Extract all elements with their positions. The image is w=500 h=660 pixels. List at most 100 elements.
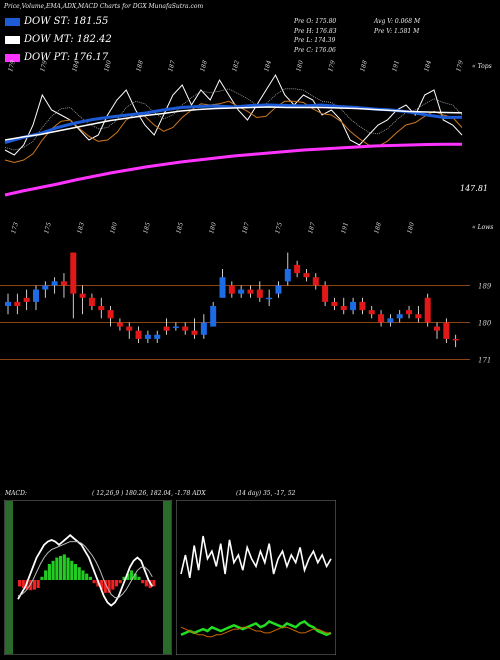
- legend-swatch-pt: [5, 54, 20, 62]
- candle-body: [256, 289, 263, 298]
- legend-item-pt: DOW PT: 176.17: [5, 52, 112, 64]
- macd-histogram-bar: [51, 560, 55, 580]
- candle-body: [200, 322, 207, 335]
- candle-body: [434, 326, 441, 331]
- tops-tick-label: 188: [135, 59, 145, 72]
- lows-tick-label: 180: [406, 221, 416, 234]
- lows-tick-label: 191: [340, 222, 350, 235]
- macd-histogram-bar: [114, 580, 119, 587]
- macd-right-strip: [163, 501, 171, 654]
- macd-histogram-bar: [126, 573, 130, 580]
- macd-histogram-bar: [118, 580, 122, 584]
- macd-line-signal: [17, 541, 153, 599]
- macd-histogram-bar: [144, 580, 148, 587]
- candle-body: [60, 281, 67, 286]
- candle-body: [163, 326, 170, 331]
- tops-tick-label: 184: [71, 59, 81, 72]
- macd-histogram-bar: [70, 560, 74, 580]
- candle-body: [359, 301, 366, 311]
- ema-line-dow-mt: [4, 106, 463, 141]
- lows-tick-label: 180: [109, 221, 119, 234]
- candle-body: [275, 285, 282, 294]
- macd-left-strip: [5, 501, 13, 654]
- candle-body: [452, 338, 459, 341]
- macd-histogram-bar: [88, 576, 92, 580]
- macd-histogram-bar: [29, 580, 33, 591]
- candle-body: [312, 277, 319, 286]
- macd-histogram-bar: [152, 580, 156, 587]
- lows-tick-label: 175: [43, 221, 53, 234]
- candle-body: [294, 264, 301, 274]
- stat-high: Pre H: 176.83: [294, 27, 337, 35]
- candle-body: [219, 277, 226, 298]
- adx-line-di: [180, 535, 332, 578]
- macd-histogram-bar: [129, 570, 134, 580]
- candle-body: [266, 297, 273, 300]
- candle-body: [340, 306, 347, 311]
- candle-body: [88, 297, 95, 306]
- candle-body: [182, 326, 189, 331]
- candle-body: [5, 301, 11, 306]
- macd-histogram-bar: [77, 567, 81, 580]
- macd-histogram-bar: [32, 580, 37, 590]
- macd-line-macd: [17, 534, 154, 607]
- candle-body: [322, 285, 329, 302]
- candle-body: [70, 252, 77, 294]
- macd-histogram-bar: [92, 580, 96, 584]
- macd-histogram-bar: [141, 580, 145, 584]
- lows-tick-label: 173: [10, 221, 20, 234]
- macd-values: ( 12,26,9 ) 180.26, 182.04, -1.78 ADX: [92, 490, 206, 497]
- candle-body: [443, 322, 450, 339]
- candle-body: [331, 301, 338, 306]
- last-price-label: 147.81: [460, 184, 488, 193]
- stat-low: Pre L: 174.39: [294, 37, 336, 44]
- tops-tick-label: 184: [263, 59, 273, 72]
- candle-body: [284, 269, 291, 282]
- price-line: [4, 73, 463, 156]
- tops-tick-label: 179: [327, 59, 337, 72]
- adx-panel: [176, 500, 336, 655]
- adx-line-di: [180, 620, 332, 637]
- stat-close: Pre C: 176.06: [294, 46, 336, 54]
- reference-line-label: 180: [478, 319, 492, 327]
- tops-tick-label: 188: [359, 59, 369, 72]
- candle-body: [368, 310, 375, 315]
- candle-body: [116, 322, 123, 327]
- macd-histogram-bar: [62, 554, 66, 580]
- lows-tick-label: 185: [175, 221, 185, 234]
- candle-body: [228, 285, 235, 294]
- stat-prev-volume: Pre V: 1.581 M: [374, 27, 420, 35]
- candle-body: [191, 330, 198, 335]
- legend-label-st: DOW ST: 181.55: [24, 16, 109, 27]
- adx-values: (14 day) 35, -17, 52: [236, 490, 296, 497]
- candle-body: [135, 330, 142, 339]
- candle-body: [247, 289, 254, 294]
- macd-label: MACD:: [5, 490, 27, 497]
- macd-histogram-bar: [44, 570, 48, 580]
- macd-histogram-bar: [81, 570, 85, 580]
- tops-tick-label: 179: [39, 59, 49, 72]
- candle-body: [98, 306, 105, 311]
- tops-tick-label: 182: [231, 59, 241, 72]
- macd-histogram-bar: [73, 564, 78, 580]
- chart-title: Price,Volume,EMA,ADX,MACD Charts for DGX…: [4, 3, 204, 10]
- candle-body: [51, 281, 58, 286]
- lows-tick-label: 187: [241, 221, 251, 234]
- tops-tick-label: 180: [295, 59, 305, 72]
- tops-tick-label: 188: [199, 59, 209, 72]
- legend-item-mt: DOW MT: 182.42: [5, 34, 112, 46]
- candle-body: [107, 310, 114, 319]
- macd-histogram-bar: [122, 576, 126, 580]
- tops-tick-label: 191: [391, 60, 401, 73]
- legend-item-st: DOW ST: 181.55: [5, 16, 112, 28]
- stat-open: Pre O: 175.80: [294, 18, 337, 25]
- lows-tick-label: 183: [76, 221, 86, 234]
- macd-histogram-bar: [40, 576, 44, 580]
- ema-line-dow-pt: [4, 142, 462, 197]
- candle-body: [42, 285, 49, 290]
- macd-histogram-bar: [59, 556, 63, 580]
- candle-body: [406, 310, 413, 315]
- candle-body: [238, 289, 245, 294]
- candle-body: [415, 314, 422, 319]
- candle-body: [378, 314, 385, 323]
